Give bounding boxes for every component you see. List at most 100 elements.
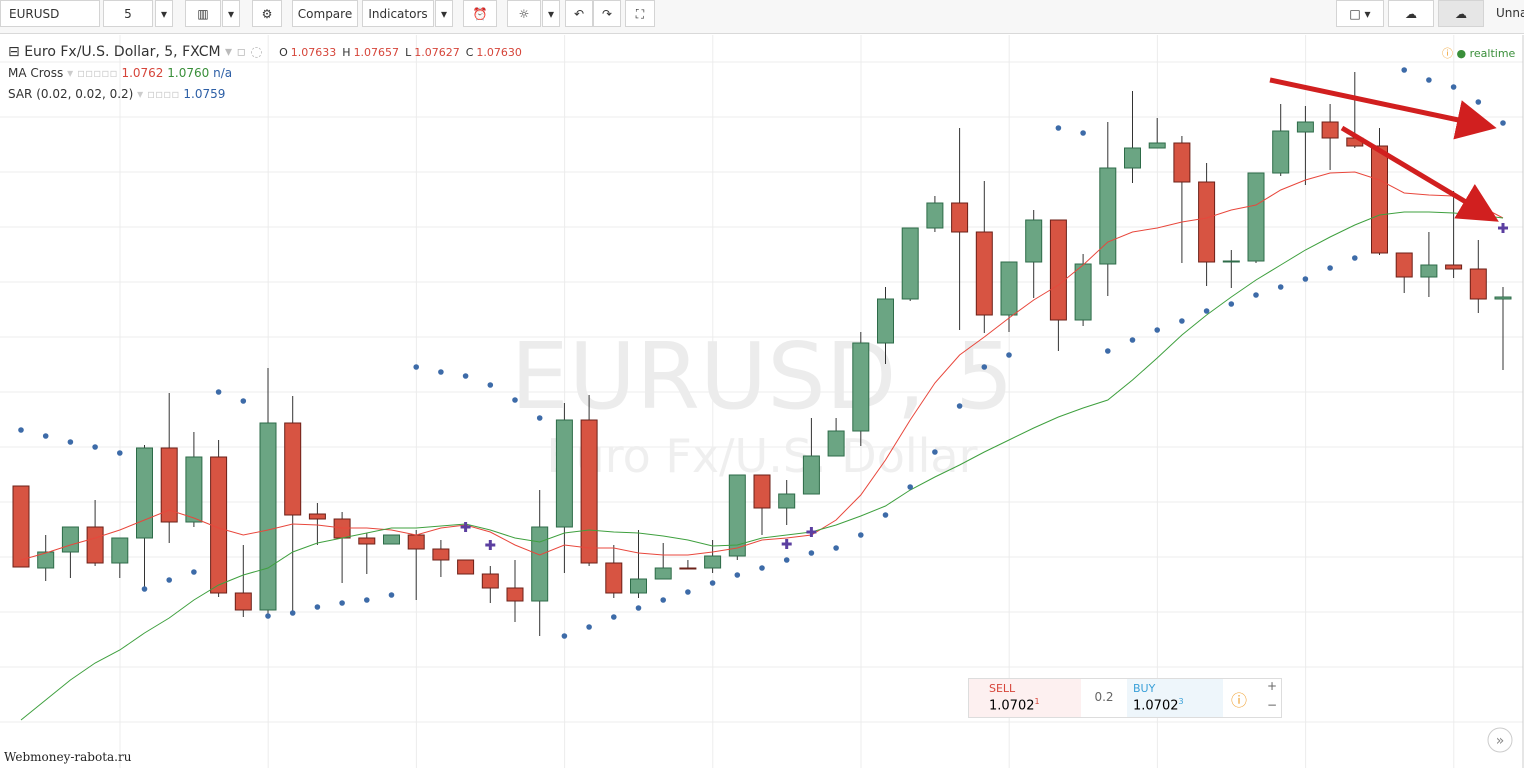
sar-dot xyxy=(512,397,518,403)
ohlc-value: 1.07633 xyxy=(290,46,337,59)
indicators-button[interactable]: Indicators xyxy=(362,0,434,27)
sar-dot xyxy=(635,605,642,611)
sar-dot xyxy=(42,433,49,439)
sar-dot xyxy=(289,610,296,616)
annotation-arrow xyxy=(1269,77,1497,140)
candle-body xyxy=(1272,130,1290,174)
sar-dot xyxy=(141,586,148,592)
cross-marker xyxy=(806,527,817,537)
alert-button[interactable]: ⏰ xyxy=(463,0,497,27)
sar-dot xyxy=(1006,352,1012,358)
ohlc-label: O xyxy=(279,46,288,59)
sar-dot xyxy=(166,577,172,583)
candle-body xyxy=(1445,264,1463,270)
sar-dot xyxy=(18,427,24,433)
candle-body xyxy=(86,526,104,564)
sar-dot xyxy=(981,364,988,370)
chart-style-button[interactable]: ▥ xyxy=(185,0,221,27)
sar-dot xyxy=(685,589,691,595)
info-icon[interactable]: ⓘ xyxy=(1231,691,1248,710)
sar-dot xyxy=(858,532,864,538)
candle-body xyxy=(1469,268,1487,300)
sell-button[interactable]: SELL 1.07021 xyxy=(969,679,1081,717)
candle-body xyxy=(827,430,845,457)
candle-body xyxy=(308,513,326,520)
candle-body xyxy=(1420,264,1438,278)
ohlc-label: H xyxy=(342,46,351,59)
candle-body xyxy=(1148,142,1166,149)
ideas-menu[interactable]: ▾ xyxy=(542,0,560,27)
candle-body xyxy=(432,548,450,561)
buy-button[interactable]: BUY 1.07023 xyxy=(1127,679,1223,717)
sar-dot xyxy=(1228,301,1235,307)
indicator-name: MA Cross xyxy=(8,66,64,80)
candle-body xyxy=(704,555,722,569)
candle-body xyxy=(1395,252,1413,278)
sar-dot xyxy=(1080,130,1086,136)
interval-button[interactable]: 5 xyxy=(103,0,153,27)
layout-button[interactable]: □ ▾ xyxy=(1336,0,1384,27)
compare-button[interactable]: Compare xyxy=(292,0,358,27)
sar-dot xyxy=(1327,265,1333,271)
candle-body xyxy=(136,447,153,539)
legend-title: Euro Fx/U.S. Dollar, 5, FXCM xyxy=(24,44,221,60)
buy-pip: 3 xyxy=(1178,697,1184,706)
sar-dot xyxy=(314,604,321,610)
status: ⓘ ● realtime xyxy=(1442,45,1515,61)
grid xyxy=(0,35,1523,768)
layout-name[interactable]: Unnam xyxy=(1496,6,1524,20)
settings-button[interactable]: ⚙ xyxy=(252,0,282,27)
sar-dot xyxy=(462,373,469,379)
undo-button[interactable]: ↶ xyxy=(565,0,593,27)
candle-body xyxy=(1371,145,1388,254)
cross-marker xyxy=(485,540,496,550)
candle-body xyxy=(1494,296,1512,300)
symbol-input[interactable]: EURUSD xyxy=(0,0,100,27)
load-button[interactable]: ☁ xyxy=(1388,0,1434,27)
candle-body xyxy=(383,534,400,545)
candle-body xyxy=(1099,167,1117,265)
collapse-icon[interactable]: ⊟ xyxy=(8,44,20,60)
candle-body xyxy=(877,298,894,344)
ohlc-label: L xyxy=(405,46,412,59)
candle-body xyxy=(1025,219,1043,263)
ohlc-values: O 1.07633 H 1.07657 L 1.07627 C 1.07630 xyxy=(273,46,522,59)
candle-body xyxy=(111,537,129,564)
plus-button[interactable]: + xyxy=(1266,679,1278,693)
candle-body xyxy=(234,592,252,611)
sar-dot xyxy=(265,613,271,619)
candle-body xyxy=(160,447,178,523)
candle-body xyxy=(753,474,771,509)
save-button[interactable]: ☁ xyxy=(1438,0,1484,27)
sar-dot xyxy=(709,580,716,586)
sar-dot xyxy=(1500,120,1506,126)
sar-dot xyxy=(660,597,666,603)
status-text: realtime xyxy=(1469,47,1516,60)
candle-body xyxy=(852,342,870,432)
watermark-symbol: EURUSD, 5 xyxy=(511,323,1014,430)
redo-button[interactable]: ↷ xyxy=(593,0,621,27)
sar-dot xyxy=(932,449,938,455)
ideas-button[interactable]: ☼ xyxy=(507,0,541,27)
indicator-value: n/a xyxy=(213,66,233,80)
toolbar: EURUSD 5 ▾ ▥ ▾ ⚙ Compare Indicators ▾ ⏰ … xyxy=(0,0,1524,34)
fullscreen-button[interactable]: ⛶ xyxy=(625,0,655,27)
sar-dot xyxy=(67,439,74,445)
ma-line xyxy=(20,211,1504,721)
candle-body xyxy=(1247,172,1265,262)
interval-menu[interactable]: ▾ xyxy=(155,0,173,27)
indicator-value: 1.0760 xyxy=(167,66,210,80)
sar-dot xyxy=(956,403,963,409)
sar-dot xyxy=(1203,308,1210,314)
candle-body xyxy=(1198,181,1216,263)
candle-body xyxy=(926,202,944,229)
indicator-value: 1.0762 xyxy=(121,66,164,80)
sar-dot xyxy=(191,569,197,575)
style-menu[interactable]: ▾ xyxy=(222,0,240,27)
minus-button[interactable]: − xyxy=(1266,698,1278,712)
scroll-right-button[interactable] xyxy=(1487,727,1513,753)
indicators-menu[interactable]: ▾ xyxy=(435,0,453,27)
indicator-name: SAR (0.02, 0.02, 0.2) xyxy=(8,87,134,101)
candle-body xyxy=(975,231,993,316)
